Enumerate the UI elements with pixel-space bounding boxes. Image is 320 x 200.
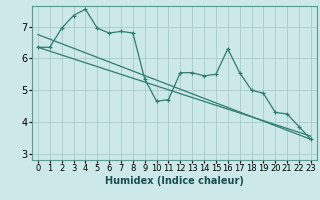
X-axis label: Humidex (Indice chaleur): Humidex (Indice chaleur) xyxy=(105,176,244,186)
